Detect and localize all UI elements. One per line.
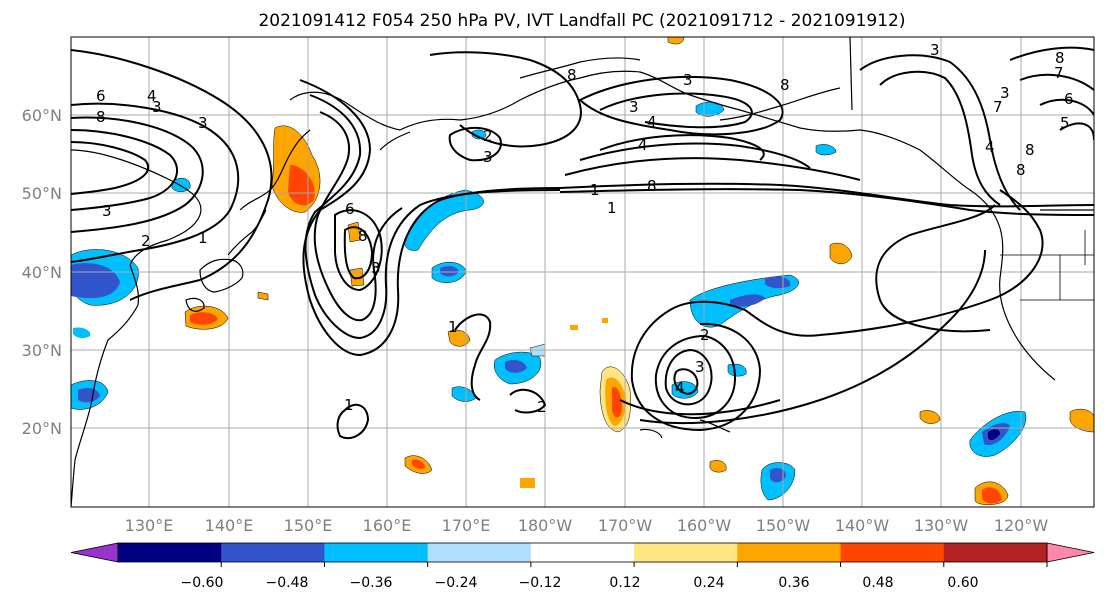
- contour-label: 6: [345, 200, 355, 218]
- lon-label: 140°E: [205, 516, 254, 535]
- colorbar-tick-label: −0.24: [435, 575, 478, 591]
- graticule: [71, 37, 1094, 507]
- colorbar-extend-low: [70, 542, 119, 563]
- contour-label: 4: [638, 136, 648, 154]
- longitude-labels: 130°E 140°E 150°E 160°E 170°E 180°W 170°…: [125, 516, 1049, 535]
- figure-title: 2021091412 F054 250 hPa PV, IVT Landfall…: [258, 11, 905, 31]
- contour-label: 7: [1054, 64, 1064, 82]
- colorbar-tick-label: 0.24: [693, 575, 724, 591]
- colorbar-swatch: [737, 543, 842, 562]
- colorbar-swatch: [118, 543, 222, 562]
- lat-label: 60°N: [22, 106, 62, 125]
- contour-label: 8: [358, 227, 368, 245]
- contour-label: 3: [102, 202, 112, 220]
- contour-label: 8: [780, 76, 790, 94]
- colorbar-swatches: [70, 542, 1095, 563]
- contour-label: 8: [96, 108, 106, 126]
- contour-label: 6: [1064, 90, 1074, 108]
- colorbar-swatch: [530, 543, 635, 562]
- contour-label: 8: [567, 66, 577, 84]
- colorbar-swatch: [221, 543, 325, 562]
- contour-label: 5: [1060, 114, 1070, 132]
- contour-label: 2: [483, 127, 493, 145]
- contour-label: 1: [590, 181, 600, 199]
- colorbar-swatch: [943, 543, 1048, 562]
- lon-label: 160°W: [677, 516, 732, 535]
- contour-label: 3: [683, 71, 693, 89]
- contour-label: 4: [147, 87, 157, 105]
- colorbar-extend-high: [1046, 542, 1095, 563]
- colorbar-ticks: [220, 562, 1048, 567]
- contour-label: 1: [448, 318, 458, 336]
- borders: [1000, 230, 1094, 301]
- lat-label: 30°N: [22, 341, 62, 360]
- contour-label: 7: [993, 98, 1003, 116]
- colorbar-tick-label: −0.36: [350, 575, 393, 591]
- colorbar-swatch: [427, 543, 532, 562]
- contour-label: 4: [675, 379, 685, 397]
- contour-label: 8: [1025, 141, 1035, 159]
- colorbar-tick-label: 0.48: [862, 575, 893, 591]
- pv-contours: [71, 46, 1094, 440]
- colorbar-swatch: [840, 543, 945, 562]
- contour-label: 3: [1000, 84, 1010, 102]
- contour-label: 4: [985, 138, 995, 156]
- contour-label: 1: [198, 229, 208, 247]
- colorbar-swatch: [634, 543, 738, 562]
- contour-label: 2: [700, 326, 710, 344]
- contour-label: 3: [198, 114, 208, 132]
- lon-label: 180°W: [518, 516, 573, 535]
- lat-label: 40°N: [22, 263, 62, 282]
- contour-label: 8: [1016, 161, 1026, 179]
- pv-contour-labels: 6 8 4 3 3 2 1 3 2 3 8 3 4 3 8 8 8 3 1 3: [96, 41, 1074, 416]
- map-panel: 6 8 4 3 3 2 1 3 2 3 8 3 4 3 8 8 8 3 1 3: [70, 36, 1095, 508]
- lon-label: 140°W: [835, 516, 890, 535]
- colorbar-tick-label: −0.48: [266, 575, 309, 591]
- lon-label: 160°E: [363, 516, 412, 535]
- contour-label: 2: [537, 398, 547, 416]
- contour-label: 2: [141, 232, 151, 250]
- colorbar-tick-label: −0.12: [519, 575, 562, 591]
- lon-label: 150°W: [756, 516, 811, 535]
- latitude-labels: 60°N 50°N 40°N 30°N 20°N: [22, 106, 62, 438]
- lat-label: 20°N: [22, 419, 62, 438]
- contour-label: 1: [344, 396, 354, 414]
- lon-label: 130°W: [914, 516, 969, 535]
- contour-label: 1: [607, 199, 617, 217]
- colorbar: −0.60 −0.48 −0.36 −0.24 −0.12 0.12 0.24 …: [70, 542, 1095, 591]
- lat-label: 50°N: [22, 184, 62, 203]
- colorbar-tick-label: 0.12: [609, 575, 640, 591]
- colorbar-tick-label: 0.36: [778, 575, 809, 591]
- lon-label: 170°W: [598, 516, 653, 535]
- contour-label: 3: [695, 358, 705, 376]
- contour-label: 8: [1055, 49, 1065, 67]
- lon-label: 170°E: [442, 516, 491, 535]
- contour-label: 3: [152, 98, 162, 116]
- lon-label: 120°W: [994, 516, 1049, 535]
- contour-label: 6: [96, 87, 106, 105]
- map-frame: [70, 36, 1095, 508]
- contour-label: 3: [629, 98, 639, 116]
- contour-label: 8: [647, 177, 657, 195]
- colorbar-tick-label: −0.60: [181, 575, 224, 591]
- lon-label: 150°E: [284, 516, 333, 535]
- coastlines: [71, 37, 1094, 507]
- contour-label: 3: [930, 41, 940, 59]
- colorbar-frame: [117, 542, 1048, 563]
- colorbar-swatch: [324, 543, 429, 562]
- colorbar-tick-label: 0.60: [947, 575, 978, 591]
- contour-label: 3: [483, 148, 493, 166]
- lon-label: 130°E: [125, 516, 174, 535]
- contour-label: 4: [647, 113, 657, 131]
- contour-label: 3: [371, 259, 381, 277]
